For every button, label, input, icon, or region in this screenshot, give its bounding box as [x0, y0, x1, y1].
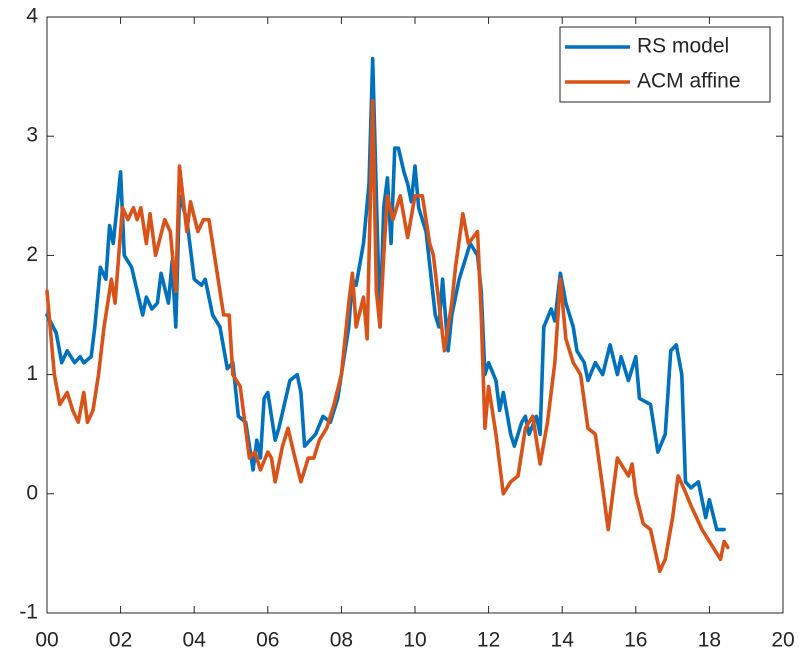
x-tick-label: 12	[477, 629, 500, 652]
plot-area	[46, 16, 784, 614]
x-tick-label: 00	[35, 629, 58, 652]
y-tick-label: 3	[26, 124, 38, 147]
y-tick-label: -1	[19, 601, 38, 624]
x-tick-label: 04	[183, 629, 207, 652]
legend-box	[559, 26, 771, 103]
legend-label: ACM affine	[637, 70, 741, 93]
legend-label: RS model	[637, 35, 729, 58]
x-tick-label: 20	[771, 629, 794, 652]
x-tick-label: 02	[109, 629, 132, 652]
series-line	[45, 98, 730, 574]
y-tick-label: 4	[26, 5, 38, 28]
x-tick-label: 16	[624, 629, 647, 652]
x-tick-label: 08	[330, 629, 353, 652]
x-tick-label: 06	[256, 629, 279, 652]
x-tick-label: 10	[403, 629, 426, 652]
y-tick-label: 1	[26, 362, 38, 385]
x-tick-label: 18	[698, 629, 721, 652]
x-tick-label: 14	[551, 629, 575, 652]
y-tick-label: 2	[26, 243, 38, 266]
y-tick-label: 0	[26, 481, 38, 504]
